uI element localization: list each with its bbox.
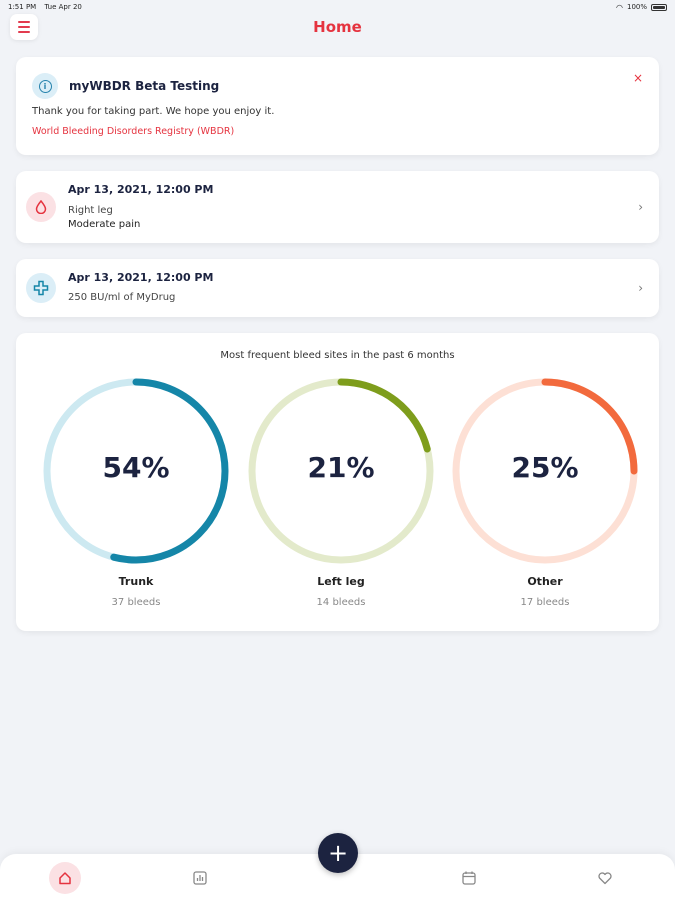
nav-home[interactable] xyxy=(49,862,81,894)
entry-date: Apr 13, 2021, 12:00 PM xyxy=(68,183,214,196)
medical-cross-icon xyxy=(26,273,56,303)
site-bleed-count: 37 bleeds xyxy=(111,597,161,608)
progress-ring: 25% xyxy=(449,375,641,567)
stats-title: Most frequent bleed sites in the past 6 … xyxy=(220,350,455,361)
stats-icon xyxy=(193,871,207,885)
info-icon: i xyxy=(32,73,58,99)
entry-location: Right leg xyxy=(68,205,113,216)
entry-date: Apr 13, 2021, 12:00 PM xyxy=(68,271,214,284)
bleed-entry[interactable]: Apr 13, 2021, 12:00 PM Right leg Moderat… xyxy=(16,171,659,243)
battery-percent: 100% xyxy=(626,3,647,11)
battery-icon xyxy=(651,3,667,11)
nav-favorites[interactable] xyxy=(589,862,621,894)
ring-progress-arc xyxy=(248,378,434,564)
site-label: Left leg xyxy=(317,575,365,588)
blood-drop-icon xyxy=(26,192,56,222)
ring-percent: 21% xyxy=(307,451,375,484)
site-bleed-count: 17 bleeds xyxy=(520,597,570,608)
wifi-icon: ◠ xyxy=(616,2,623,12)
banner-message: Thank you for taking part. We hope you e… xyxy=(32,106,275,117)
menu-button[interactable] xyxy=(10,14,38,40)
entry-pain: Moderate pain xyxy=(68,219,141,230)
banner-title: myWBDR Beta Testing xyxy=(69,79,220,93)
menu-icon xyxy=(18,21,30,23)
add-entry-button[interactable]: + xyxy=(318,833,358,873)
progress-ring: 21% xyxy=(245,375,437,567)
beta-banner: i myWBDR Beta Testing Thank you for taki… xyxy=(16,57,659,155)
treatment-entry[interactable]: Apr 13, 2021, 12:00 PM 250 BU/ml of MyDr… xyxy=(16,259,659,317)
calendar-icon xyxy=(462,871,476,885)
site-label: Trunk xyxy=(118,575,154,588)
status-bar: 1:51 PM Tue Apr 20 ◠ 100% xyxy=(0,0,675,14)
bleed-sites-card: Most frequent bleed sites in the past 6 … xyxy=(16,333,659,631)
nav-calendar[interactable] xyxy=(453,862,485,894)
progress-ring: 54% xyxy=(40,375,232,567)
site-bleed-count: 14 bleeds xyxy=(316,597,366,608)
site-label: Other xyxy=(527,575,563,588)
home-icon xyxy=(59,872,71,885)
heart-icon xyxy=(598,872,612,885)
ring-percent: 25% xyxy=(511,451,579,484)
status-time: 1:51 PM xyxy=(8,3,37,11)
chevron-right-icon: › xyxy=(638,281,643,295)
page-title: Home xyxy=(313,18,362,36)
header: Home xyxy=(0,14,675,42)
ring-progress-arc xyxy=(43,378,229,564)
chevron-right-icon: › xyxy=(638,200,643,214)
entry-dose: 250 BU/ml of MyDrug xyxy=(68,292,176,303)
wbdr-link[interactable]: World Bleeding Disorders Registry (WBDR) xyxy=(32,126,235,137)
status-date: Tue Apr 20 xyxy=(44,3,82,11)
ring-percent: 54% xyxy=(102,451,170,484)
nav-stats[interactable] xyxy=(184,862,216,894)
ring-progress-arc xyxy=(452,378,638,564)
close-banner-button[interactable]: × xyxy=(632,71,643,85)
